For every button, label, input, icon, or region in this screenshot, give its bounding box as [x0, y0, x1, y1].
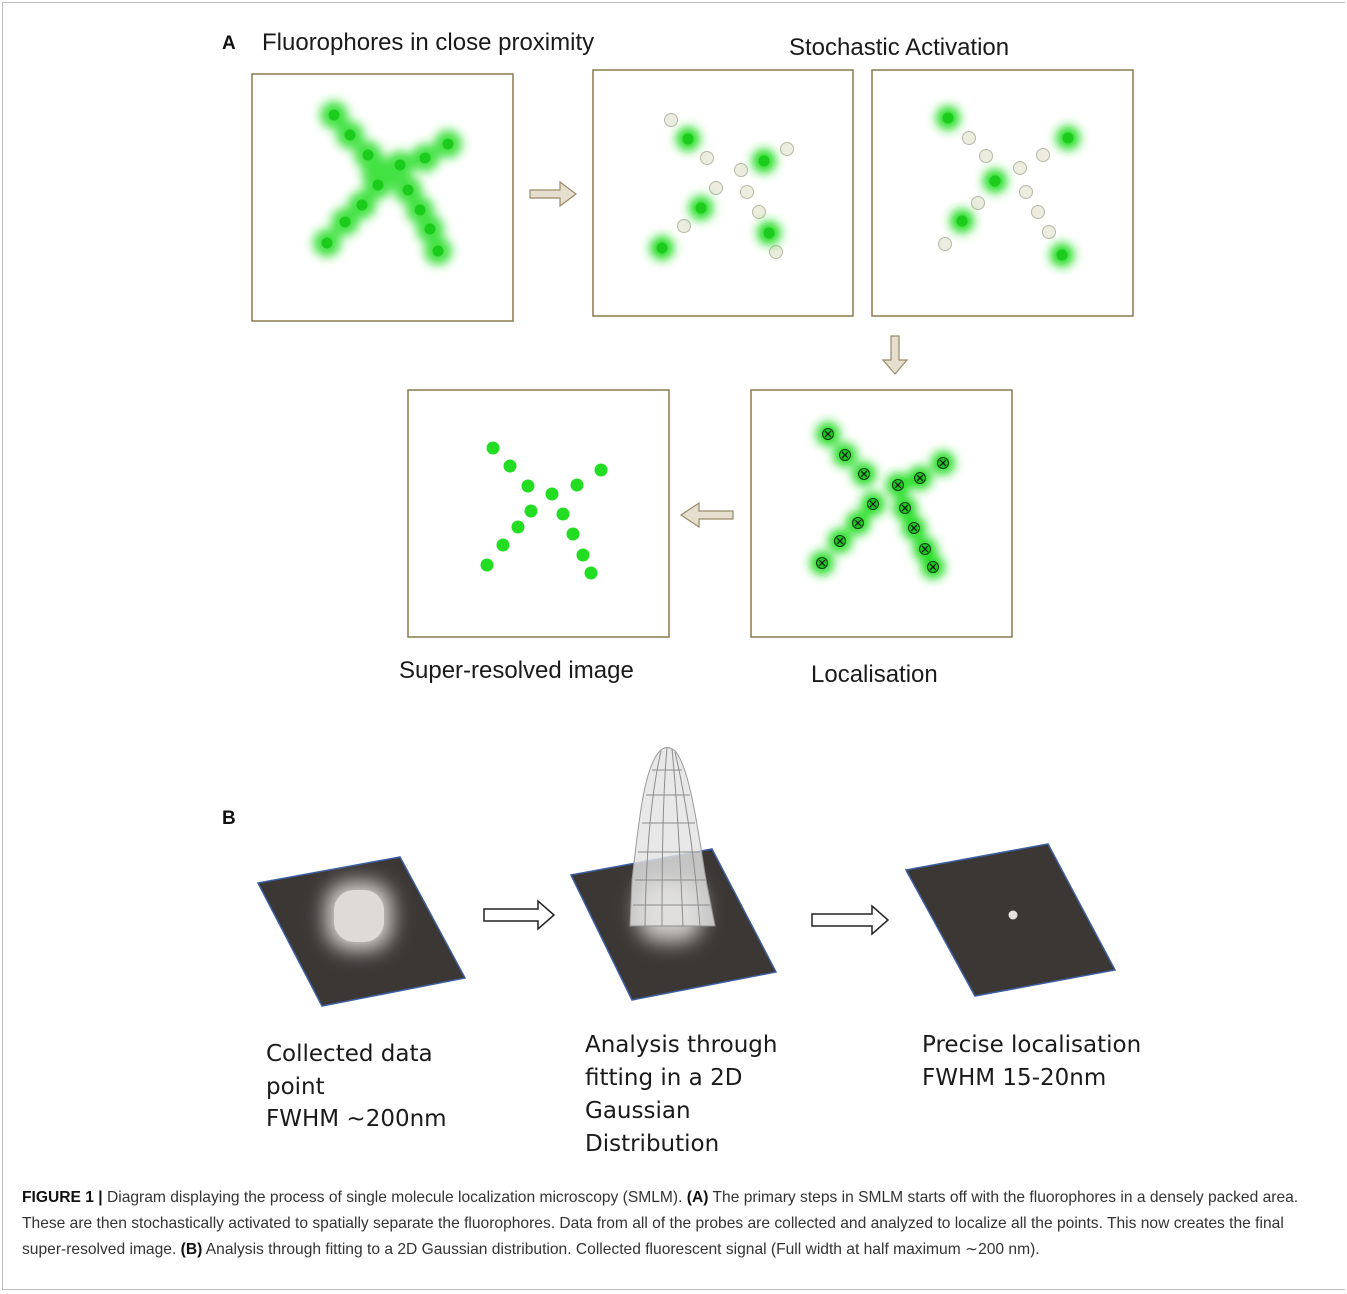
- box-localisation: [750, 389, 1013, 638]
- caption-figure-label: FIGURE 1 |: [22, 1189, 103, 1206]
- figure-caption: FIGURE 1 | Diagram displaying the proces…: [22, 1185, 1332, 1263]
- label-precise-line-1: Precise localisation: [922, 1032, 1141, 1058]
- caption-a-label: (A): [686, 1189, 709, 1206]
- box-activation-2: [871, 69, 1134, 317]
- label-precise: Precise localisation FWHM 15-20nm: [922, 1032, 1141, 1091]
- inactive-dots-2: [938, 131, 1056, 251]
- panel-b-letter: B: [222, 808, 236, 829]
- title-stochastic-activation: Stochastic Activation: [789, 34, 1009, 61]
- title-fluorophores: Fluorophores in close proximity: [262, 29, 594, 56]
- gaussian-surface: [629, 747, 716, 927]
- localisation-crosses: [818, 430, 947, 571]
- caption-intro: Diagram displaying the process of single…: [106, 1189, 683, 1206]
- plate-precise: [904, 843, 1117, 997]
- arrow-left-a: [679, 501, 734, 529]
- dense-fluorophores-cross: [313, 101, 462, 265]
- blurred-signal-core: [334, 890, 384, 942]
- precise-point: [1008, 910, 1018, 920]
- box-activation-1: [592, 69, 854, 317]
- label-precise-line-2: FWHM 15-20nm: [922, 1065, 1106, 1091]
- arrow-right-a: [529, 180, 577, 208]
- caption-b-label: (B): [180, 1241, 203, 1258]
- label-analysis-line-3: Gaussian: [585, 1098, 691, 1124]
- label-collected: Collected data point FWHM ~200nm: [266, 1041, 447, 1132]
- arrow-down-a: [881, 335, 909, 375]
- active-dots-2: [942, 112, 1074, 261]
- activation-frame-1: [650, 113, 794, 260]
- label-analysis-line-2: fitting in a 2D: [585, 1065, 742, 1091]
- smlm-diagram: A Fluorophores in close proximity Stocha…: [222, 29, 1141, 1157]
- label-collected-line-3: FWHM ~200nm: [266, 1106, 447, 1132]
- activation-frame-2: [936, 106, 1080, 267]
- box-super-resolved: [407, 389, 670, 638]
- caption-b-text: Analysis through fitting to a 2D Gaussia…: [205, 1241, 1040, 1258]
- panel-a-letter: A: [222, 33, 236, 54]
- dense-dots: [321, 109, 454, 257]
- inactive-dots-1: [664, 113, 794, 259]
- localisation-points: [810, 422, 955, 579]
- label-collected-line-2: point: [266, 1074, 325, 1100]
- label-localisation: Localisation: [811, 661, 938, 688]
- label-collected-line-1: Collected data: [266, 1041, 433, 1067]
- label-super-resolved: Super-resolved image: [399, 657, 634, 684]
- label-analysis-line-4: Distribution: [585, 1131, 719, 1157]
- active-dots-1: [656, 133, 775, 254]
- caption-a-text: The primary steps in SMLM starts off wit…: [22, 1189, 1299, 1258]
- arrow-right-b2: [811, 904, 890, 936]
- super-resolved-dots: [480, 441, 608, 580]
- label-analysis: Analysis through fitting in a 2D Gaussia…: [585, 1032, 777, 1157]
- label-analysis-line-1: Analysis through: [585, 1032, 777, 1058]
- arrow-right-b1: [483, 899, 556, 931]
